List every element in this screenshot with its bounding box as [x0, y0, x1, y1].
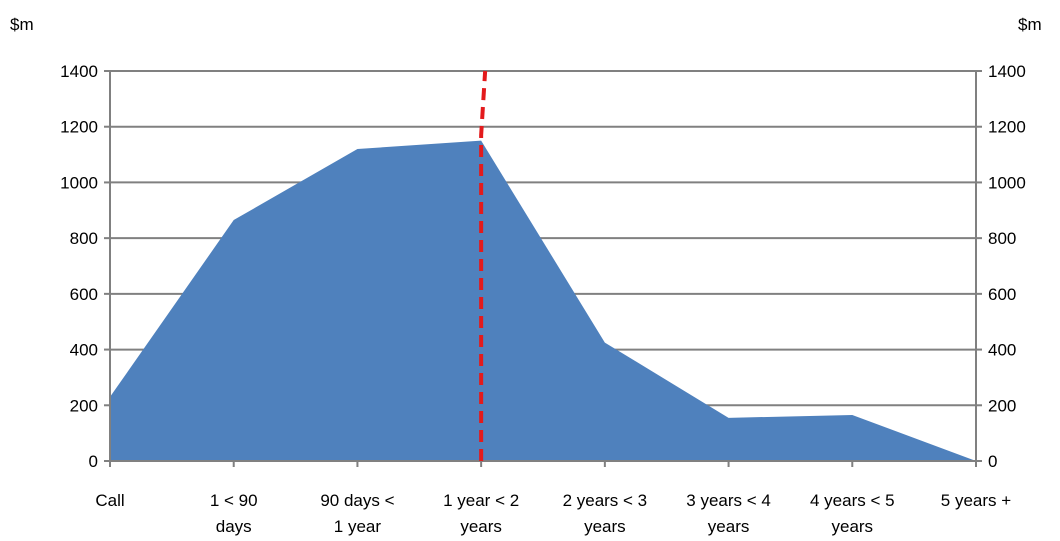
right-tick-label-1000: 1000: [988, 173, 1026, 192]
left-tick-label-1200: 1200: [60, 118, 98, 137]
x-tick-label-5: 3 years < 4 years: [686, 491, 771, 536]
left-y-axis-ticks: 0 200 400 600 800 1000 1200 1400: [60, 62, 110, 471]
x-tick-label-1: 1 < 90 days: [210, 491, 258, 536]
area-series: [110, 140, 976, 461]
left-tick-label-0: 0: [89, 452, 98, 471]
x-tick-label-6: 4 years < 5 years: [810, 491, 895, 536]
right-tick-label-200: 200: [988, 396, 1016, 415]
left-tick-label-1000: 1000: [60, 173, 98, 192]
x-tick-label-3: 1 year < 2 years: [443, 491, 519, 536]
right-y-axis-unit-label: $m: [1018, 15, 1042, 34]
x-tick-label-0: Call: [95, 491, 124, 510]
left-tick-label-400: 400: [70, 341, 98, 360]
x-tick-label-7: 5 years +: [941, 491, 1011, 510]
right-tick-label-400: 400: [988, 341, 1016, 360]
right-tick-label-1400: 1400: [988, 62, 1026, 81]
x-tick-label-2: 90 days <1 year: [320, 491, 394, 536]
left-tick-label-800: 800: [70, 229, 98, 248]
left-tick-label-200: 200: [70, 396, 98, 415]
right-tick-label-1200: 1200: [988, 118, 1026, 137]
x-tick-label-4: 2 years < 3 years: [563, 491, 648, 536]
right-tick-label-600: 600: [988, 285, 1016, 304]
right-tick-label-0: 0: [988, 452, 997, 471]
axes: [109, 71, 977, 462]
right-tick-label-800: 800: [988, 229, 1016, 248]
left-tick-label-1400: 1400: [60, 62, 98, 81]
left-tick-label-600: 600: [70, 285, 98, 304]
maturity-marker-dashed-line: [479, 70, 488, 461]
right-y-axis-ticks: 0 200 400 600 800 1000 1200 1400: [976, 62, 1026, 471]
left-y-axis-unit-label: $m: [10, 15, 34, 34]
